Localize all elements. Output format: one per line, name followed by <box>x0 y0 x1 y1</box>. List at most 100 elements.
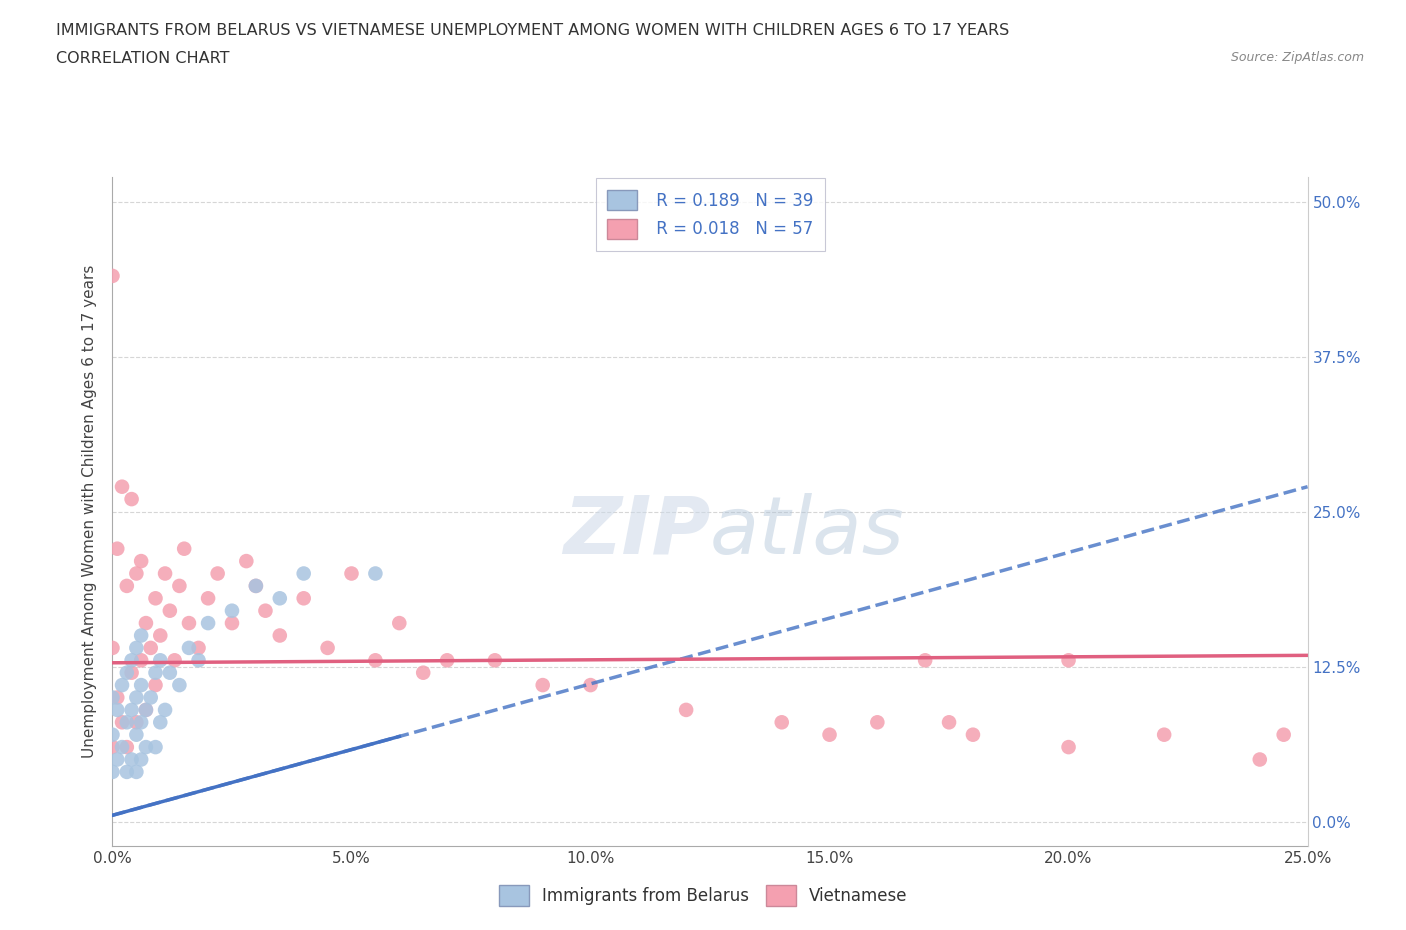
Point <box>145 678 167 693</box>
Point <box>579 678 602 693</box>
Point <box>125 764 148 779</box>
Point <box>129 715 152 730</box>
Point <box>115 715 138 730</box>
Point <box>254 604 277 618</box>
Point <box>135 702 157 717</box>
Point <box>111 479 134 494</box>
Point <box>139 641 162 656</box>
Point <box>245 578 267 593</box>
Point <box>173 541 195 556</box>
Legend:  R = 0.189   N = 39,  R = 0.018   N = 57: R = 0.189 N = 39, R = 0.018 N = 57 <box>596 179 824 251</box>
Point <box>135 616 157 631</box>
Point <box>187 653 209 668</box>
Point <box>101 690 124 705</box>
Point <box>121 492 143 507</box>
Point <box>1057 739 1080 754</box>
Point <box>125 715 148 730</box>
Point <box>866 715 889 730</box>
Point <box>197 616 219 631</box>
Point <box>105 690 128 705</box>
Point <box>675 702 697 717</box>
Point <box>292 591 315 605</box>
Text: CORRELATION CHART: CORRELATION CHART <box>56 51 229 66</box>
Point <box>159 604 181 618</box>
Point <box>269 628 291 643</box>
Point <box>125 641 148 656</box>
Point <box>770 715 793 730</box>
Point <box>269 591 291 605</box>
Point <box>145 591 167 605</box>
Text: atlas: atlas <box>710 493 905 571</box>
Text: ZIP: ZIP <box>562 493 710 571</box>
Point <box>938 715 960 730</box>
Point <box>153 702 176 717</box>
Point <box>105 541 128 556</box>
Point <box>135 739 157 754</box>
Point <box>129 678 152 693</box>
Point <box>105 752 128 767</box>
Point <box>129 752 152 767</box>
Point <box>121 752 143 767</box>
Point <box>145 665 167 680</box>
Point <box>235 553 257 568</box>
Point <box>105 702 128 717</box>
Point <box>121 665 143 680</box>
Point <box>121 702 143 717</box>
Point <box>436 653 458 668</box>
Point <box>187 641 209 656</box>
Point <box>914 653 936 668</box>
Point <box>292 566 315 581</box>
Point <box>125 727 148 742</box>
Point <box>159 665 181 680</box>
Point <box>101 269 124 284</box>
Point <box>125 566 148 581</box>
Point <box>364 566 387 581</box>
Point <box>531 678 554 693</box>
Point <box>207 566 229 581</box>
Text: Source: ZipAtlas.com: Source: ZipAtlas.com <box>1230 51 1364 64</box>
Text: IMMIGRANTS FROM BELARUS VS VIETNAMESE UNEMPLOYMENT AMONG WOMEN WITH CHILDREN AGE: IMMIGRANTS FROM BELARUS VS VIETNAMESE UN… <box>56 23 1010 38</box>
Point <box>111 678 134 693</box>
Point <box>115 764 138 779</box>
Point <box>101 764 124 779</box>
Point <box>121 653 143 668</box>
Point <box>1153 727 1175 742</box>
Point <box>111 715 134 730</box>
Point <box>149 653 172 668</box>
Point <box>340 566 363 581</box>
Point <box>145 739 167 754</box>
Legend: Immigrants from Belarus, Vietnamese: Immigrants from Belarus, Vietnamese <box>492 879 914 912</box>
Point <box>818 727 841 742</box>
Point <box>135 702 157 717</box>
Point <box>125 690 148 705</box>
Point <box>364 653 387 668</box>
Point <box>163 653 186 668</box>
Point <box>101 641 124 656</box>
Point <box>1249 752 1271 767</box>
Point <box>129 628 152 643</box>
Point <box>129 553 152 568</box>
Point <box>177 616 200 631</box>
Point <box>149 628 172 643</box>
Point <box>197 591 219 605</box>
Point <box>484 653 506 668</box>
Point <box>412 665 434 680</box>
Point <box>177 641 200 656</box>
Point <box>115 578 138 593</box>
Point <box>962 727 984 742</box>
Point <box>245 578 267 593</box>
Y-axis label: Unemployment Among Women with Children Ages 6 to 17 years: Unemployment Among Women with Children A… <box>82 265 97 758</box>
Point <box>1057 653 1080 668</box>
Point <box>169 678 191 693</box>
Point <box>153 566 176 581</box>
Point <box>388 616 411 631</box>
Point <box>129 653 152 668</box>
Point <box>149 715 172 730</box>
Point <box>221 616 243 631</box>
Point <box>101 727 124 742</box>
Point <box>316 641 339 656</box>
Point <box>221 604 243 618</box>
Point <box>139 690 162 705</box>
Point <box>115 665 138 680</box>
Point <box>101 739 124 754</box>
